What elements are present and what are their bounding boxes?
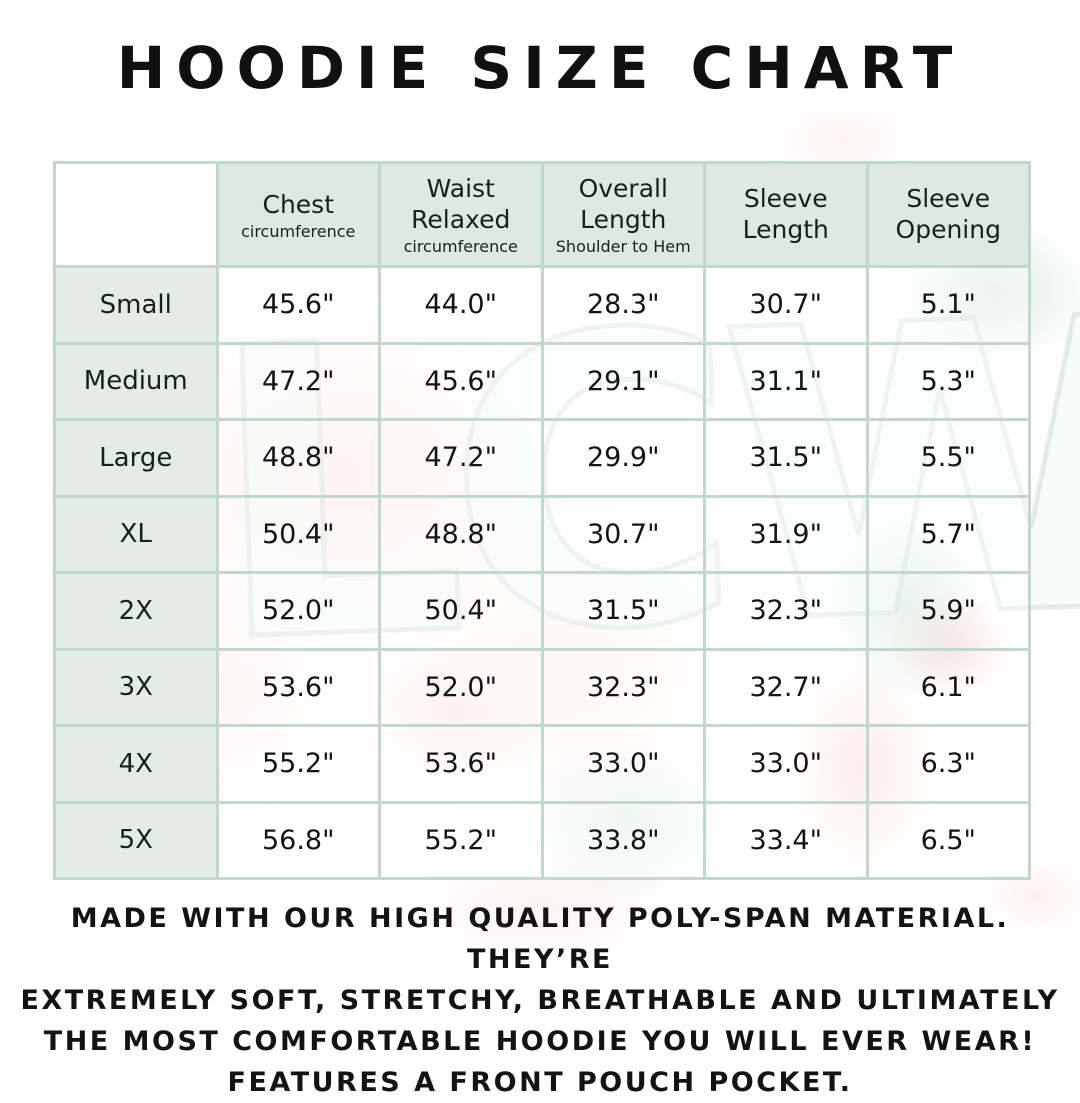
size-cell: 33.0" — [540, 724, 706, 804]
column-label: Waist Relaxed — [411, 174, 511, 234]
size-cell: 47.2" — [215, 341, 381, 421]
size-cell: 52.0" — [215, 571, 381, 651]
column-label: Overall Length — [578, 174, 668, 234]
size-cell: 5.5" — [865, 418, 1031, 498]
row-label: 4X — [53, 724, 219, 804]
description-line: EXTREMELY SOFT, STRETCHY, BREATHABLE AND… — [20, 985, 1060, 1016]
description-line: MADE WITH OUR HIGH QUALITY POLY-SPAN MAT… — [70, 903, 1010, 975]
size-cell: 55.2" — [378, 800, 544, 880]
header-row: Chest circumference Waist Relaxed circum… — [53, 161, 1031, 268]
column-header-sleeve-length: Sleeve Length — [703, 161, 869, 268]
size-cell: 29.9" — [540, 418, 706, 498]
size-cell: 6.3" — [865, 724, 1031, 804]
size-cell: 5.9" — [865, 571, 1031, 651]
column-sublabel: circumference — [241, 221, 356, 241]
size-cell: 5.7" — [865, 494, 1031, 574]
size-cell: 31.1" — [703, 341, 869, 421]
column-header-overall-length: Overall Length Shoulder to Hem — [540, 161, 706, 268]
size-cell: 47.2" — [378, 418, 544, 498]
size-cell: 33.8" — [540, 800, 706, 880]
row-label: XL — [53, 494, 219, 574]
column-sublabel: Shoulder to Hem — [555, 237, 691, 256]
table-body: Small 45.6" 44.0" 28.3" 30.7" 5.1" Mediu… — [53, 265, 1031, 880]
column-sublabel: circumference — [403, 237, 518, 256]
row-label: Medium — [53, 341, 219, 421]
size-row-2x: 2X 52.0" 50.4" 31.5" 32.3" 5.9" — [53, 571, 1031, 651]
size-cell: 55.2" — [215, 724, 381, 804]
size-row-4x: 4X 55.2" 53.6" 33.0" 33.0" 6.3" — [53, 724, 1031, 804]
size-cell: 30.7" — [540, 494, 706, 574]
row-label: Small — [53, 265, 219, 345]
size-cell: 32.7" — [703, 647, 869, 727]
row-label: 3X — [53, 647, 219, 727]
page-title: HOODIE SIZE CHART — [116, 34, 964, 102]
size-row-5x: 5X 56.8" 55.2" 33.8" 33.4" 6.5" — [53, 800, 1031, 880]
row-label: Large — [53, 418, 219, 498]
size-cell: 56.8" — [215, 800, 381, 880]
size-cell: 30.7" — [703, 265, 869, 345]
size-row-medium: Medium 47.2" 45.6" 29.1" 31.1" 5.3" — [53, 341, 1031, 421]
column-label: Sleeve Opening — [895, 183, 1001, 244]
size-cell: 33.0" — [703, 724, 869, 804]
column-label: Sleeve Length — [742, 183, 829, 244]
size-cell: 52.0" — [378, 647, 544, 727]
size-cell: 50.4" — [215, 494, 381, 574]
size-cell: 45.6" — [215, 265, 381, 345]
size-cell: 48.8" — [378, 494, 544, 574]
size-cell: 48.8" — [215, 418, 381, 498]
size-row-3x: 3X 53.6" 52.0" 32.3" 32.7" 6.1" — [53, 647, 1031, 727]
description-line: FEATURES A FRONT POUCH POCKET. — [227, 1067, 853, 1098]
size-row-xl: XL 50.4" 48.8" 30.7" 31.9" 5.7" — [53, 494, 1031, 574]
size-cell: 50.4" — [378, 571, 544, 651]
size-cell: 44.0" — [378, 265, 544, 345]
size-cell: 32.3" — [703, 571, 869, 651]
size-row-large: Large 48.8" 47.2" 29.9" 31.5" 5.5" — [53, 418, 1031, 498]
size-cell: 6.5" — [865, 800, 1031, 880]
column-header-sleeve-opening: Sleeve Opening — [865, 161, 1031, 268]
size-cell: 53.6" — [378, 724, 544, 804]
size-cell: 31.5" — [540, 571, 706, 651]
column-label: Chest — [262, 189, 334, 219]
size-cell: 53.6" — [215, 647, 381, 727]
size-cell: 29.1" — [540, 341, 706, 421]
description-line: THE MOST COMFORTABLE HOODIE YOU WILL EVE… — [43, 1026, 1037, 1057]
size-chart-table: Chest circumference Waist Relaxed circum… — [53, 161, 1031, 880]
size-cell: 33.4" — [703, 800, 869, 880]
size-cell: 32.3" — [540, 647, 706, 727]
row-label: 5X — [53, 800, 219, 880]
size-row-small: Small 45.6" 44.0" 28.3" 30.7" 5.1" — [53, 265, 1031, 345]
row-label: 2X — [53, 571, 219, 651]
size-cell: 5.1" — [865, 265, 1031, 345]
column-header-waist: Waist Relaxed circumference — [378, 161, 544, 268]
corner-cell — [53, 161, 219, 268]
size-cell: 45.6" — [378, 341, 544, 421]
size-cell: 5.3" — [865, 341, 1031, 421]
column-header-chest: Chest circumference — [215, 161, 381, 268]
description-text: MADE WITH OUR HIGH QUALITY POLY-SPAN MAT… — [0, 898, 1080, 1103]
size-cell: 28.3" — [540, 265, 706, 345]
size-cell: 31.9" — [703, 494, 869, 574]
size-cell: 31.5" — [703, 418, 869, 498]
size-cell: 6.1" — [865, 647, 1031, 727]
table-header: Chest circumference Waist Relaxed circum… — [53, 161, 1031, 268]
